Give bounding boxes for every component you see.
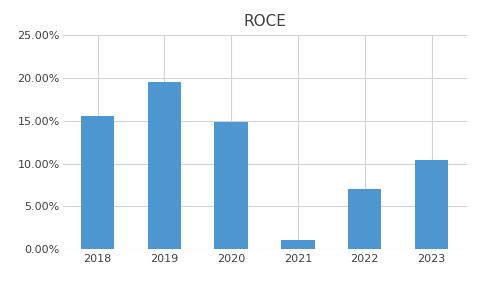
- Bar: [348, 189, 381, 249]
- Bar: [147, 82, 180, 249]
- Bar: [281, 240, 314, 249]
- Bar: [414, 160, 447, 249]
- Bar: [214, 122, 247, 249]
- Title: ROCE: ROCE: [242, 14, 286, 30]
- Bar: [81, 116, 114, 249]
